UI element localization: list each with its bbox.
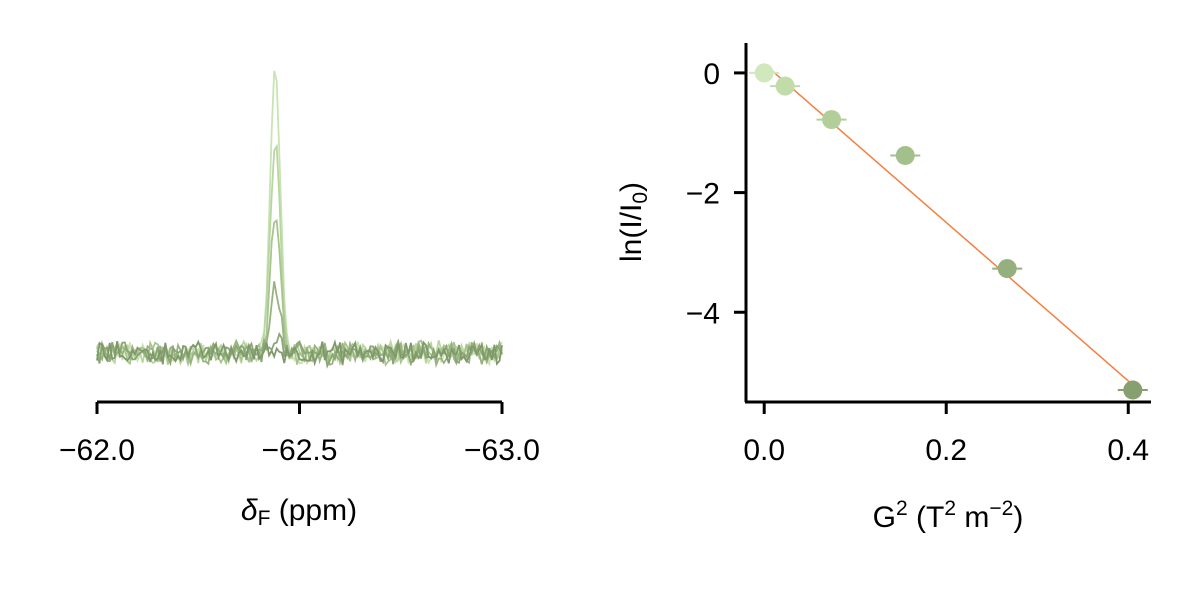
decay-data-point (997, 259, 1017, 279)
decay-y-label-main: ln(I/I (615, 204, 648, 262)
spectra-x-tick-label: −63.0 (464, 434, 540, 467)
decay-x-ticks: 0.0 0.2 0.4 (743, 402, 1149, 467)
spectra-x-axis-label: δF (ppm) (241, 494, 357, 530)
spectrum-line (96, 143, 503, 367)
decay-data-point (754, 63, 774, 83)
decay-panel: 0.0 0.2 0.4 0−2−4 ln(I/I0) G2 (T2 m−2) (615, 43, 1151, 534)
spectra-x-tick-label: −62.0 (59, 434, 135, 467)
decay-x-tick-label: 0.0 (743, 434, 785, 467)
decay-x-tick-label: 0.2 (925, 434, 967, 467)
spectra-x-label-unit: (ppm) (270, 494, 357, 527)
decay-x-label-sup1: 2 (896, 497, 908, 520)
spectra-x-label-subscript: F (258, 507, 271, 530)
decay-x-tick-label: 0.4 (1107, 434, 1149, 467)
spectra-series-group (96, 70, 503, 369)
decay-data-point (1123, 380, 1143, 400)
decay-y-tick-label: −4 (686, 297, 720, 330)
decay-x-label-sup3: −2 (989, 497, 1013, 520)
decay-x-label-mid: (T (908, 501, 945, 534)
decay-data-point (822, 110, 842, 130)
decay-y-axis-label: ln(I/I0) (615, 182, 652, 262)
spectra-x-tick-label: −62.5 (262, 434, 338, 467)
decay-y-label-subscript: 0 (629, 192, 652, 204)
decay-x-axis-label: G2 (T2 m−2) (873, 497, 1024, 534)
decay-x-label-end: ) (1013, 501, 1023, 534)
decay-y-tick-label: −2 (686, 178, 720, 211)
decay-y-ticks: 0 −2 −4 (686, 58, 746, 330)
decay-x-label-m: m (956, 501, 989, 534)
decay-y-tick-label: 0 (703, 58, 720, 91)
decay-y-label-end: ) (615, 182, 648, 192)
spectra-x-ticks: −62.0 −62.5 −63.0 (59, 402, 540, 467)
decay-fit-line (763, 63, 1138, 390)
spectrum-line (96, 339, 503, 367)
spectrum-line (96, 70, 503, 367)
decay-x-label-main: G (873, 501, 896, 534)
decay-data-point (775, 76, 795, 96)
spectra-x-label-symbol: δ (241, 494, 258, 527)
decay-data-point (895, 145, 915, 165)
decay-x-label-sup2: 2 (944, 497, 956, 520)
spectra-panel: −62.0 −62.5 −63.0 δF (ppm) (59, 70, 540, 530)
decay-points-group (749, 63, 1148, 400)
